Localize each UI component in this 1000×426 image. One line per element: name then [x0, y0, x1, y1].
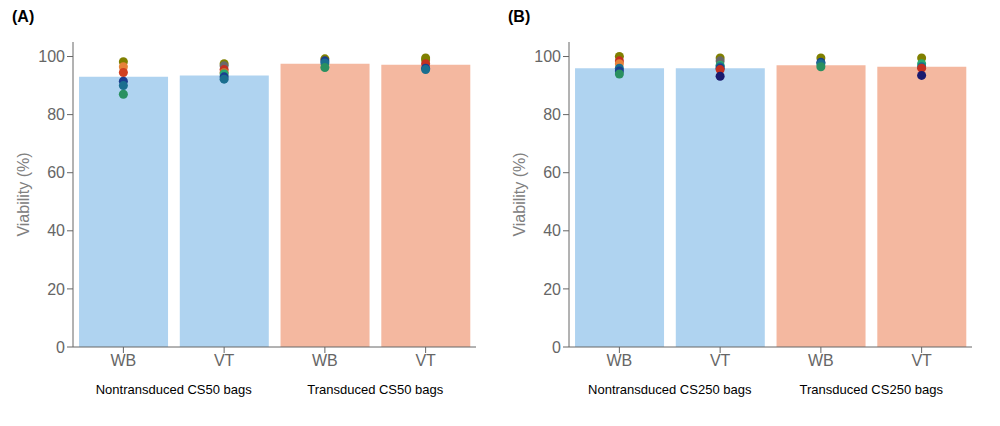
svg-text:80: 80	[543, 106, 561, 123]
html-text:Nontransduced CS250 bags: Nontransduced CS250 bags	[588, 382, 752, 397]
svg-text:VT: VT	[415, 352, 436, 369]
svg-text:40: 40	[543, 222, 561, 239]
html-text:Transduced CS250 bags: Transduced CS250 bags	[799, 382, 943, 397]
svg-text:VT: VT	[214, 352, 235, 369]
svg-text:WB: WB	[808, 352, 834, 369]
svg-text:0: 0	[56, 339, 65, 356]
svg-text:80: 80	[47, 106, 65, 123]
svg-text:0: 0	[552, 339, 561, 356]
svg-text:60: 60	[47, 164, 65, 181]
svg-text:WB: WB	[110, 352, 136, 369]
svg-text:60: 60	[543, 164, 561, 181]
svg-text:100: 100	[534, 48, 561, 65]
html-text:(B): (B)	[508, 8, 531, 25]
svg-text:100: 100	[38, 48, 65, 65]
svg-text:WB: WB	[312, 352, 338, 369]
html-text:(A): (A)	[12, 8, 35, 25]
svg-text:WB: WB	[606, 352, 632, 369]
svg-text:20: 20	[47, 281, 65, 298]
svg-text:VT: VT	[911, 352, 932, 369]
svg-text:VT: VT	[710, 352, 731, 369]
svg-text:Viability (%): Viability (%)	[511, 152, 528, 236]
html-text:Transduced CS50 bags: Transduced CS50 bags	[307, 382, 444, 397]
svg-text:20: 20	[543, 281, 561, 298]
svg-text:Viability (%): Viability (%)	[15, 152, 32, 236]
svg-text:40: 40	[47, 222, 65, 239]
html-text:Nontransduced CS50 bags: Nontransduced CS50 bags	[95, 382, 252, 397]
